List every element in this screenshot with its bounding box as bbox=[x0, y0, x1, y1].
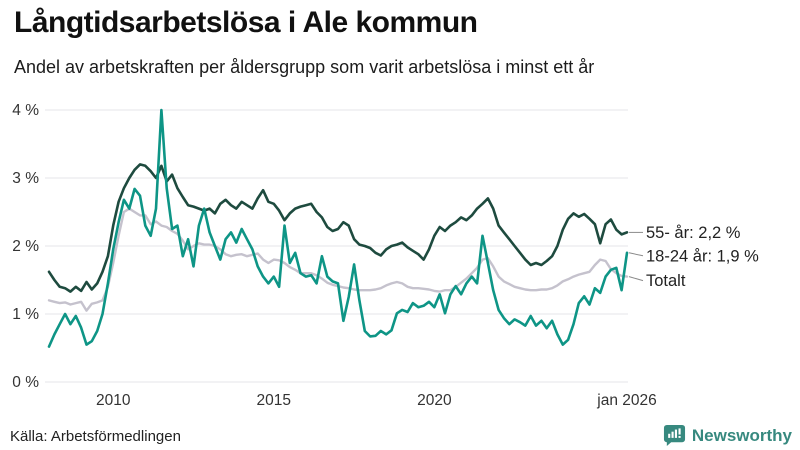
y-tick-label: 4 % bbox=[12, 102, 39, 119]
brand-name: Newsworthy bbox=[691, 425, 792, 445]
x-tick-label: jan 2026 bbox=[596, 392, 656, 409]
label-connector bbox=[628, 276, 644, 282]
page-subtitle: Andel av arbetskraften per åldersgrupp s… bbox=[14, 57, 595, 77]
x-tick-label: 2020 bbox=[417, 392, 452, 409]
source-attribution: Källa: Arbetsförmedlingen bbox=[10, 428, 181, 445]
x-tick-label: 2015 bbox=[257, 392, 291, 409]
y-tick-label: 3 % bbox=[12, 170, 39, 187]
label-connector bbox=[628, 252, 644, 257]
bar-chart-speech-bubble-icon bbox=[663, 424, 685, 447]
y-tick-label: 0 % bbox=[12, 374, 39, 391]
brand-logo: Newsworthy bbox=[663, 424, 792, 447]
y-tick-label: 2 % bbox=[12, 238, 39, 255]
series-end-label: Totalt bbox=[646, 272, 686, 290]
series-line-55-r bbox=[47, 163, 629, 293]
series-line-Totalt bbox=[47, 207, 629, 312]
series-end-label: 55- år: 2,2 % bbox=[646, 224, 741, 242]
page-title: Långtidsarbetslösa i Ale kommun bbox=[14, 6, 478, 39]
y-tick-label: 1 % bbox=[12, 306, 39, 323]
series-line-18-24r bbox=[47, 108, 629, 348]
x-tick-label: 2010 bbox=[96, 392, 131, 409]
series-end-label: 18-24 år: 1,9 % bbox=[646, 247, 759, 265]
